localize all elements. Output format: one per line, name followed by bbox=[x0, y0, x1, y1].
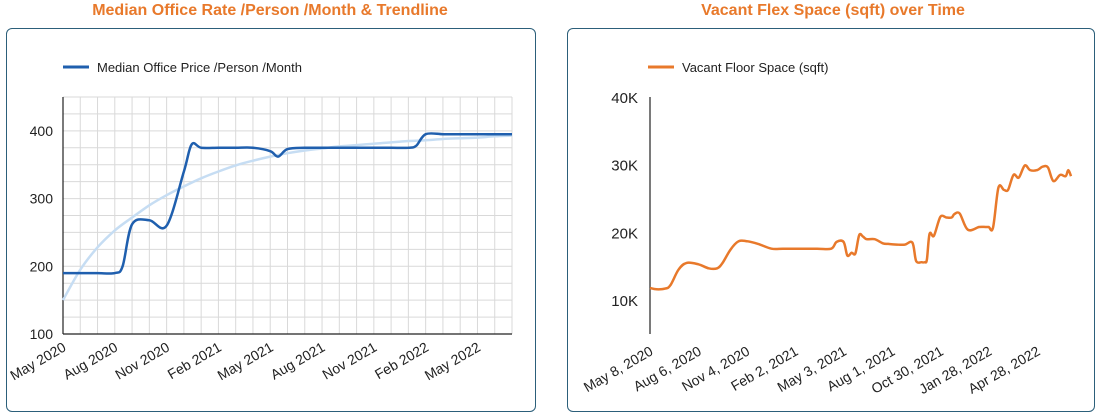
x-tick-label: May 2020 bbox=[7, 339, 68, 384]
y-tick-label: 30K bbox=[611, 158, 638, 175]
vacant-space-series bbox=[649, 163, 1073, 291]
y-tick-label: 300 bbox=[30, 191, 54, 207]
legend-label: Median Office Price /Person /Month bbox=[97, 60, 302, 75]
x-tick-label: Aug 2021 bbox=[268, 339, 328, 383]
x-tick-label: Nov 2020 bbox=[112, 339, 172, 383]
x-tick-label: Feb 2021 bbox=[165, 339, 224, 383]
x-tick-label: May 2021 bbox=[214, 339, 275, 384]
gridlines bbox=[62, 96, 513, 335]
y-tick-label: 100 bbox=[30, 326, 54, 342]
y-tick-label: 400 bbox=[30, 123, 54, 139]
y-tick-label: 20K bbox=[611, 225, 638, 242]
chart-title-left: Median Office Rate /Person /Month & Tren… bbox=[92, 2, 448, 19]
y-tick-label: 10K bbox=[611, 293, 638, 310]
median-price-series bbox=[63, 132, 512, 275]
chart-panel-right: 10K 20K 30K 40K May 8, 2020 Aug 6, 2020 Nov 4,… bbox=[567, 28, 1095, 412]
x-tick-label: Feb 2022 bbox=[372, 339, 431, 383]
x-tick-label: Nov 2021 bbox=[319, 339, 379, 383]
legend-label: Vacant Floor Space (sqft) bbox=[682, 60, 828, 75]
chart-title-right: Vacant Flex Space (sqft) over Time bbox=[701, 2, 965, 19]
x-tick-label: Aug 2020 bbox=[60, 339, 120, 383]
y-tick-label: 200 bbox=[30, 258, 54, 274]
chart-panel-left: 100 200 300 400 May 2020 Aug 2020 Nov 2020 Feb … bbox=[6, 28, 536, 412]
trendline-series bbox=[61, 134, 513, 301]
y-tick-label: 40K bbox=[611, 90, 638, 107]
x-tick-label: May 2022 bbox=[422, 339, 483, 384]
